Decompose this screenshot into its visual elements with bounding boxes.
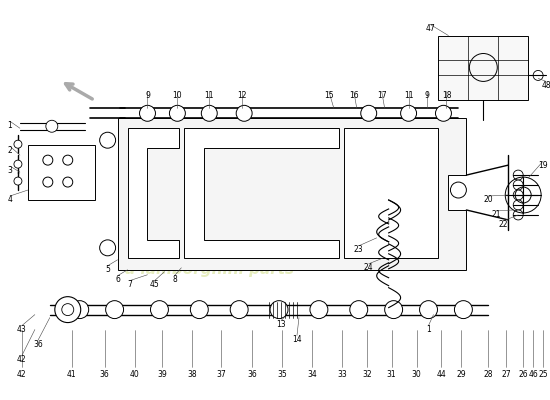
- Circle shape: [361, 105, 377, 121]
- Text: 12: 12: [238, 91, 247, 100]
- Text: 15: 15: [324, 91, 334, 100]
- Text: 29: 29: [456, 370, 466, 379]
- Text: 35: 35: [277, 370, 287, 379]
- Circle shape: [513, 190, 523, 200]
- Text: 1: 1: [8, 121, 12, 130]
- Text: 45: 45: [150, 280, 160, 289]
- Text: 38: 38: [188, 370, 197, 379]
- Text: 6: 6: [115, 275, 120, 284]
- Text: 11: 11: [404, 91, 414, 100]
- Text: 30: 30: [412, 370, 421, 379]
- Text: 13: 13: [276, 320, 286, 329]
- Text: 41: 41: [67, 370, 76, 379]
- Text: 43: 43: [17, 325, 27, 334]
- Circle shape: [350, 301, 368, 318]
- Text: 42: 42: [17, 370, 27, 379]
- Text: 9: 9: [424, 91, 429, 100]
- Text: 46: 46: [529, 370, 538, 379]
- Text: 48: 48: [541, 81, 550, 90]
- Polygon shape: [118, 118, 466, 270]
- Text: 39: 39: [157, 370, 167, 379]
- Circle shape: [513, 210, 523, 220]
- Circle shape: [169, 105, 185, 121]
- Text: 17: 17: [377, 91, 387, 100]
- Text: 44: 44: [437, 370, 447, 379]
- Circle shape: [454, 301, 472, 318]
- Circle shape: [14, 177, 22, 185]
- Circle shape: [71, 301, 89, 318]
- Circle shape: [236, 105, 252, 121]
- Text: 34: 34: [307, 370, 317, 379]
- Text: 14: 14: [292, 335, 302, 344]
- Text: 22: 22: [498, 220, 508, 230]
- Circle shape: [420, 301, 437, 318]
- Text: 36: 36: [248, 370, 257, 379]
- Circle shape: [14, 140, 22, 148]
- Circle shape: [270, 301, 288, 318]
- Text: 11: 11: [205, 91, 214, 100]
- Text: 3: 3: [8, 166, 13, 175]
- Circle shape: [55, 297, 81, 322]
- Text: 20: 20: [483, 196, 493, 204]
- Circle shape: [140, 105, 156, 121]
- Text: 26: 26: [519, 370, 528, 379]
- Circle shape: [106, 301, 124, 318]
- Text: 37: 37: [216, 370, 226, 379]
- Text: 10: 10: [173, 91, 182, 100]
- Polygon shape: [128, 128, 179, 258]
- Circle shape: [513, 180, 523, 190]
- Circle shape: [436, 105, 452, 121]
- Text: 21: 21: [492, 210, 501, 220]
- Text: 2: 2: [8, 146, 12, 155]
- Circle shape: [400, 105, 416, 121]
- Text: 42: 42: [17, 355, 27, 364]
- Circle shape: [310, 301, 328, 318]
- Text: 18: 18: [442, 91, 451, 100]
- Circle shape: [513, 170, 523, 180]
- Text: a lamborghini parts: a lamborghini parts: [125, 262, 294, 277]
- Text: 33: 33: [337, 370, 346, 379]
- Circle shape: [46, 120, 58, 132]
- Text: 7: 7: [127, 280, 132, 289]
- Polygon shape: [344, 128, 438, 258]
- Polygon shape: [184, 128, 339, 258]
- Circle shape: [190, 301, 208, 318]
- Text: 40: 40: [130, 370, 139, 379]
- Text: 25: 25: [538, 370, 548, 379]
- Text: 4: 4: [8, 196, 13, 204]
- Circle shape: [201, 105, 217, 121]
- Text: 32: 32: [362, 370, 372, 379]
- Polygon shape: [438, 36, 528, 100]
- Circle shape: [230, 301, 248, 318]
- Circle shape: [533, 70, 543, 80]
- Text: 27: 27: [502, 370, 511, 379]
- Text: 23: 23: [354, 245, 364, 254]
- Text: 5: 5: [105, 265, 110, 274]
- Polygon shape: [28, 145, 95, 200]
- Circle shape: [14, 160, 22, 168]
- Text: 31: 31: [387, 370, 397, 379]
- Text: 19: 19: [538, 161, 548, 170]
- Text: 36: 36: [33, 340, 43, 349]
- Text: 28: 28: [483, 370, 493, 379]
- Circle shape: [384, 301, 403, 318]
- Text: 47: 47: [426, 24, 436, 33]
- Circle shape: [151, 301, 168, 318]
- Text: 9: 9: [145, 91, 150, 100]
- Text: 36: 36: [100, 370, 109, 379]
- Circle shape: [513, 200, 523, 210]
- Text: 8: 8: [172, 275, 177, 284]
- Text: 24: 24: [364, 263, 373, 272]
- Text: 16: 16: [349, 91, 359, 100]
- Text: 1: 1: [426, 325, 431, 334]
